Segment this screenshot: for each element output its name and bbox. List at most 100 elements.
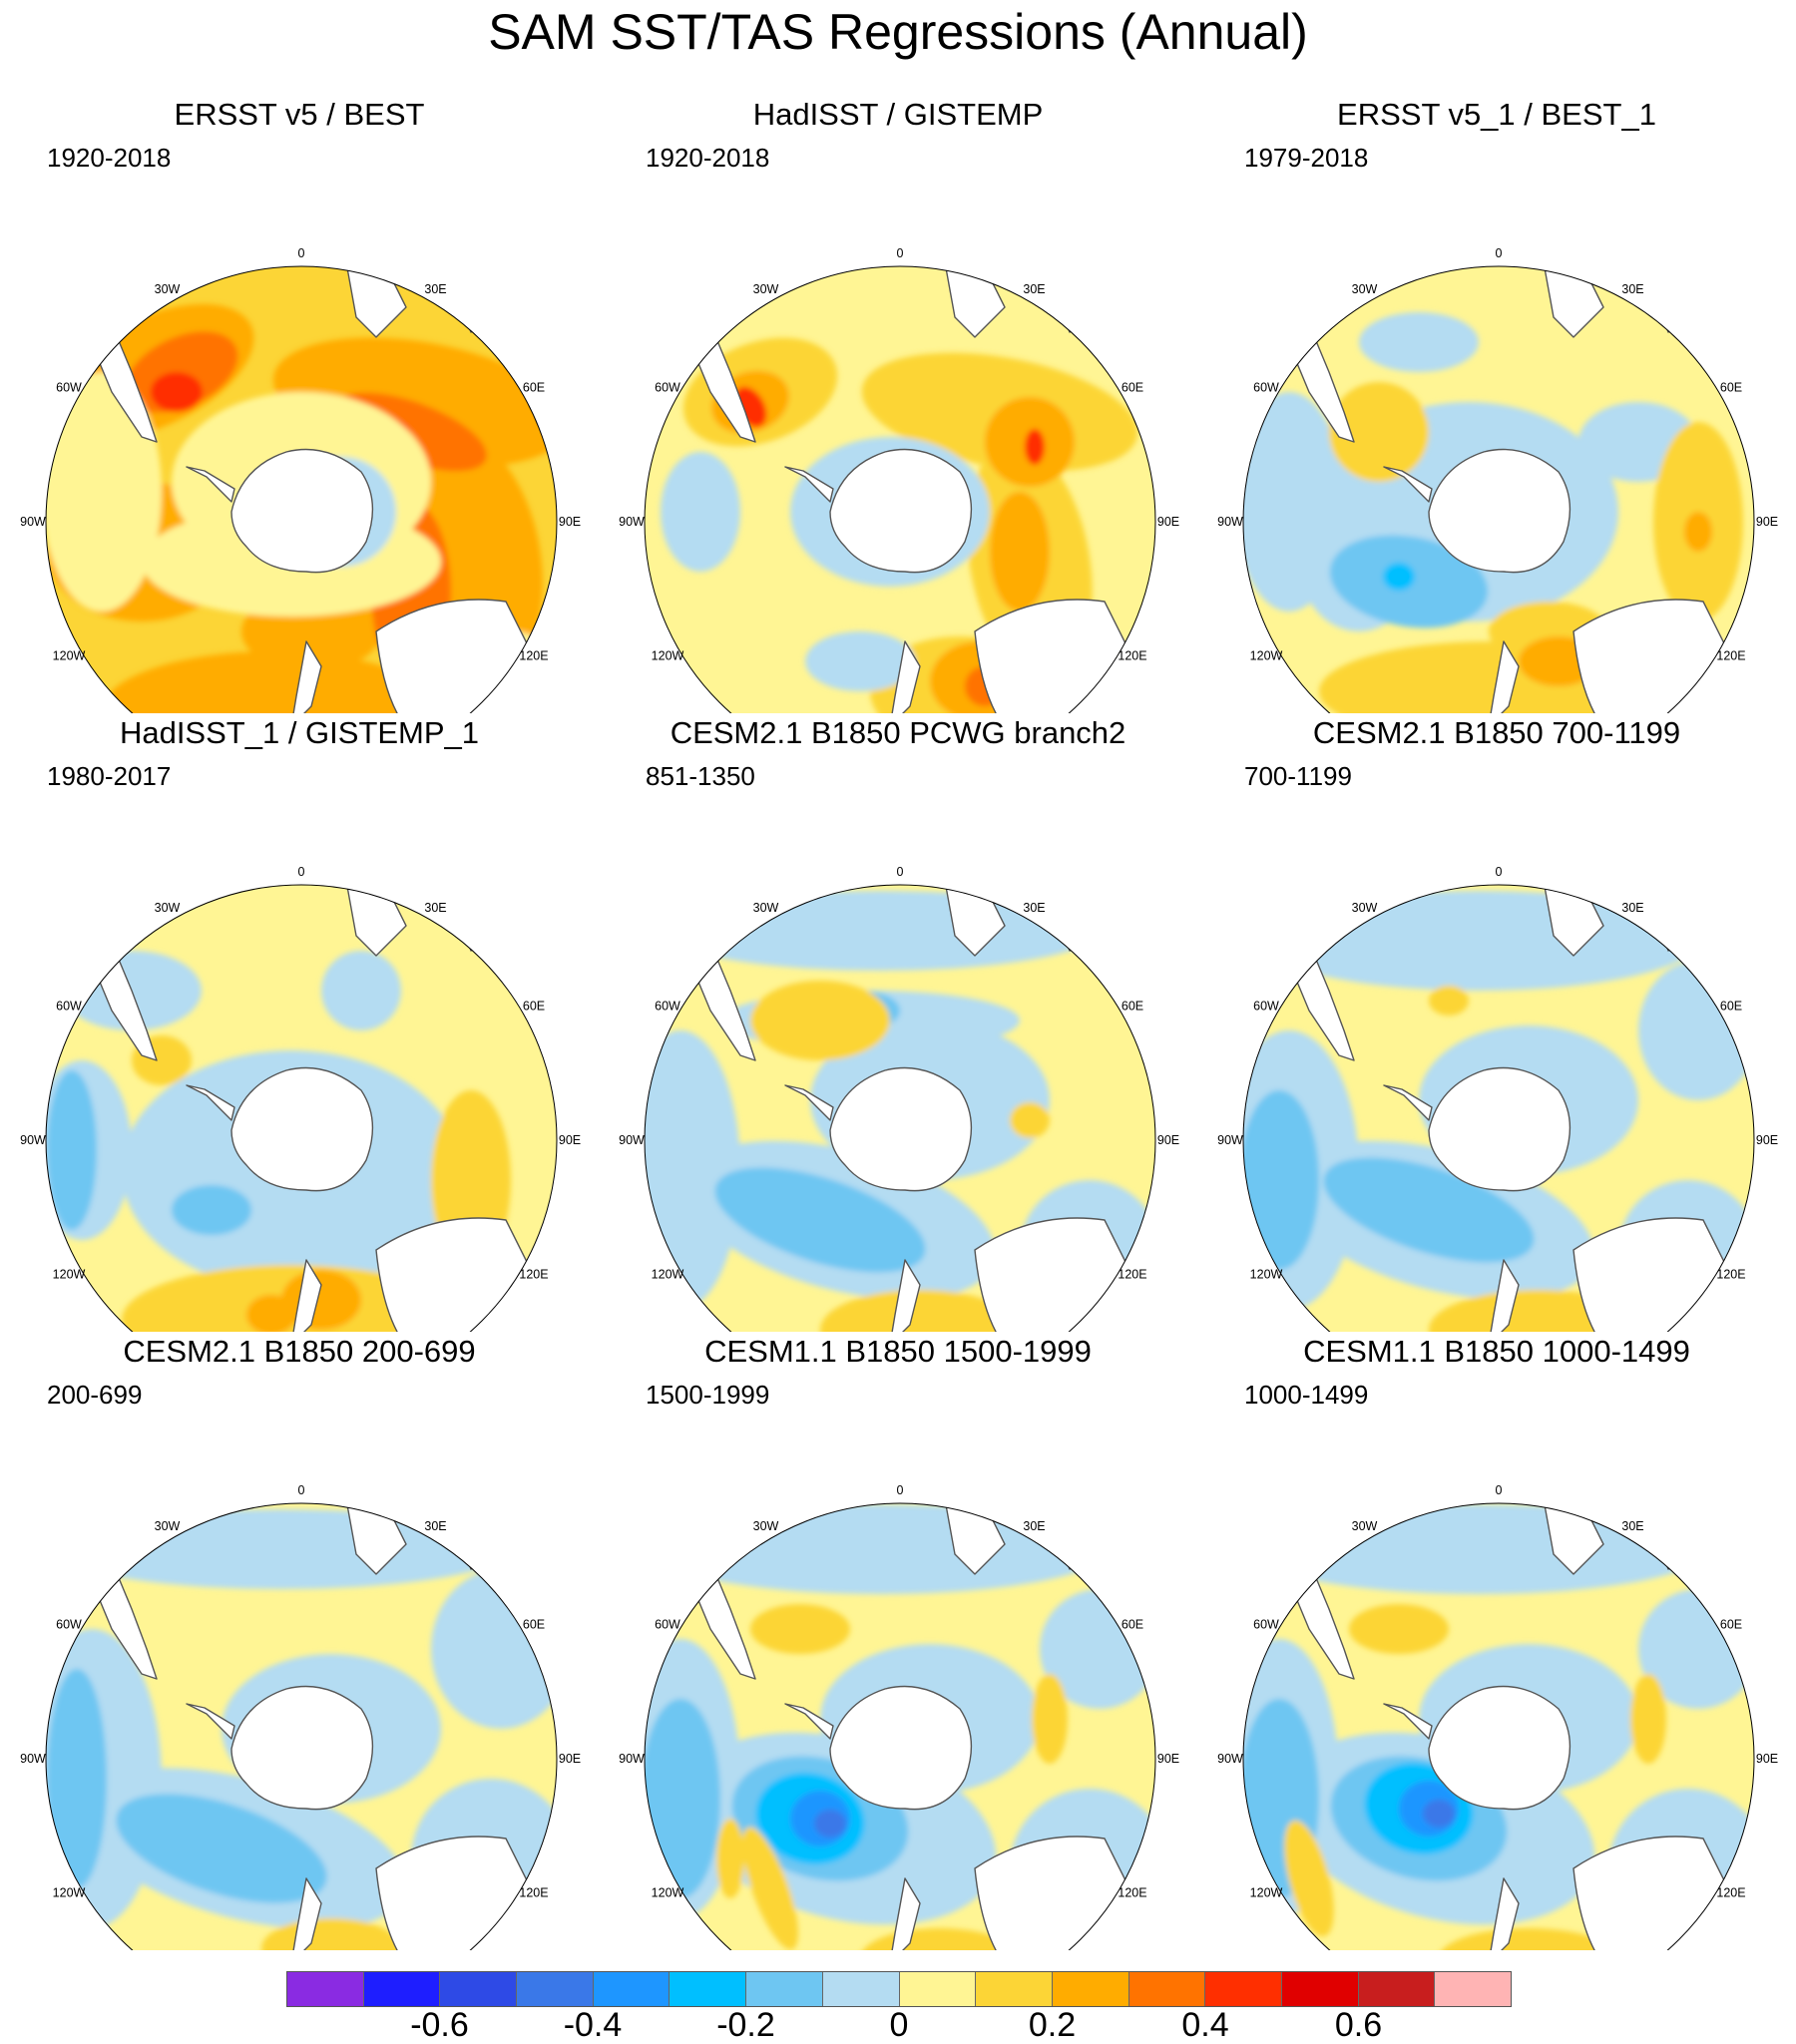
- longitude-label: 30W: [1352, 1519, 1378, 1533]
- regression-contour: [1684, 512, 1712, 552]
- panel-title: CESM1.1 B1850 1500-1999: [704, 1334, 1092, 1369]
- panel-title: CESM2.1 B1850 PCWG branch2: [670, 715, 1126, 750]
- longitude-label: 30W: [155, 282, 181, 296]
- regression-contour: [1439, 1928, 1618, 1950]
- longitude-label: 30E: [424, 1519, 446, 1533]
- longitude-label: 120W: [53, 649, 86, 663]
- regression-contour: [321, 951, 401, 1030]
- longitude-label: 60E: [1720, 1000, 1742, 1014]
- coastline-landmass: [1572, 1836, 1744, 1950]
- longitude-label: 60W: [655, 1618, 680, 1632]
- regression-contour: [1349, 1604, 1449, 1654]
- longitude-label: 120E: [519, 1268, 548, 1282]
- longitude-label: 30E: [1621, 282, 1643, 296]
- colorbar-swatch: [593, 1972, 671, 2006]
- coastline-landmass: [784, 466, 834, 503]
- map-panel: HadISST_1 / GISTEMP_1 1980-2017 0 30E 60E 90E…: [0, 713, 599, 1332]
- map-border: [644, 1502, 1156, 1950]
- longitude-label: 60E: [523, 1000, 545, 1014]
- colorbar-swatch: [1128, 1972, 1206, 2006]
- colorbar: [286, 1971, 1512, 2007]
- map-panel: HadISST / GISTEMP 1920-2018 0 30E 60E 90E 120E…: [599, 95, 1197, 713]
- coastline-landmass: [290, 640, 322, 713]
- map-panel: CESM1.1 B1850 1000-1499 1000-1499 0 30E 60E 9…: [1197, 1332, 1796, 1950]
- longitude-label: 120E: [1716, 1268, 1745, 1282]
- longitude-label: 0: [897, 865, 904, 879]
- longitude-label: 90E: [1756, 515, 1778, 529]
- colorbar-swatch: [1358, 1972, 1436, 2006]
- longitude-label: 120W: [1250, 1886, 1283, 1900]
- polar-map: 030E60E90E120E150E180150W120W90W60W30W: [619, 1483, 1179, 1950]
- longitude-label: 60W: [56, 1000, 82, 1014]
- longitude-label: 120E: [1118, 649, 1146, 663]
- colorbar-tick: 0: [889, 2006, 909, 2044]
- coastline-landmass: [1383, 466, 1433, 503]
- longitude-label: 120W: [652, 1268, 684, 1282]
- regression-contour: [820, 1290, 1020, 1332]
- longitude-label: 90W: [1217, 515, 1243, 529]
- regression-contour: [1423, 1800, 1455, 1828]
- coastline-landmass: [1572, 1217, 1744, 1332]
- coastline-landmass: [1428, 1685, 1572, 1811]
- regression-contour: [1359, 312, 1479, 372]
- colorbar-swatch: [746, 1972, 823, 2006]
- longitude-label: 120E: [1716, 1886, 1745, 1900]
- longitude-label: 60W: [1253, 1000, 1279, 1014]
- regression-contour: [116, 1794, 327, 1903]
- map-panel: ERSST v5_1 / BEST_1 1979-2018 0 30E 60E 90E 12…: [1197, 95, 1796, 713]
- regression-contour: [1284, 1820, 1334, 1937]
- longitude-label: 30E: [1621, 1519, 1643, 1533]
- coastline-landmass: [290, 1877, 322, 1950]
- coastline-landmass: [1488, 1877, 1520, 1950]
- longitude-label: 90W: [619, 515, 645, 529]
- longitude-label: 30E: [1023, 901, 1045, 915]
- panel-title: CESM2.1 B1850 700-1199: [1312, 715, 1681, 750]
- regression-contour: [1329, 382, 1429, 482]
- coastline-landmass: [974, 1217, 1145, 1332]
- map-panel: CESM2.1 B1850 PCWG branch2 851-1350 0 30E 60…: [599, 713, 1197, 1332]
- coastline-landmass: [1488, 1259, 1520, 1332]
- longitude-label: 120W: [652, 1886, 684, 1900]
- longitude-label: 0: [897, 1483, 904, 1497]
- regression-contour: [1025, 429, 1045, 465]
- longitude-label: 90W: [619, 1133, 645, 1147]
- panel-title: ERSST v5_1 / BEST_1: [1337, 97, 1656, 132]
- longitude-label: 120E: [1716, 649, 1745, 663]
- colorbar-swatch: [1281, 1972, 1359, 2006]
- map-panel: CESM2.1 B1850 700-1199 700-1199 0 30E 60E 90E…: [1197, 713, 1796, 1332]
- colorbar-tick-labels: -0.6 -0.4 -0.2 0 0.2 0.4 0.6: [286, 2006, 1512, 2044]
- longitude-label: 60E: [1122, 1000, 1143, 1014]
- longitude-label: 60W: [1253, 1618, 1279, 1632]
- regression-contour: [1630, 1674, 1666, 1764]
- colorbar-tick: -0.4: [563, 2006, 623, 2044]
- longitude-label: 60E: [523, 381, 545, 395]
- coastline-landmass: [1572, 599, 1744, 713]
- regression-contour: [151, 372, 203, 412]
- regression-contour: [716, 1819, 744, 1898]
- longitude-label: 30W: [753, 1519, 779, 1533]
- regression-contour: [750, 1604, 850, 1654]
- colorbar-tick: 0.6: [1334, 2006, 1383, 2044]
- longitude-label: 90W: [1217, 1133, 1243, 1147]
- coastline-landmass: [974, 599, 1145, 713]
- longitude-label: 30W: [753, 901, 779, 915]
- regression-contour: [1032, 1674, 1068, 1764]
- colorbar-swatch: [287, 1972, 364, 2006]
- panel-period-label: 1000-1499: [1244, 1380, 1369, 1410]
- regression-contour: [1429, 986, 1469, 1016]
- longitude-label: 120W: [53, 1886, 86, 1900]
- polar-map: 030E60E90E120E150E180150W120W90W60W30W: [20, 1483, 581, 1950]
- panel-title: ERSST v5 / BEST: [174, 97, 425, 132]
- regression-contour: [805, 631, 915, 691]
- longitude-label: 30E: [1621, 901, 1643, 915]
- polar-map: 030E60E90E120E150E180150W120W90W60W30W: [1217, 1483, 1778, 1950]
- longitude-label: 60E: [1122, 1618, 1143, 1632]
- regression-contour: [47, 1669, 107, 1888]
- longitude-label: 90E: [1157, 515, 1179, 529]
- regression-contour: [1243, 1090, 1319, 1270]
- map-border: [1242, 265, 1755, 713]
- colorbar-swatch: [976, 1972, 1053, 2006]
- longitude-label: 0: [897, 246, 904, 260]
- polar-map: 030E60E90E120E150E180150W120W90W60W30W: [619, 865, 1179, 1332]
- coastline-landmass: [186, 1084, 235, 1121]
